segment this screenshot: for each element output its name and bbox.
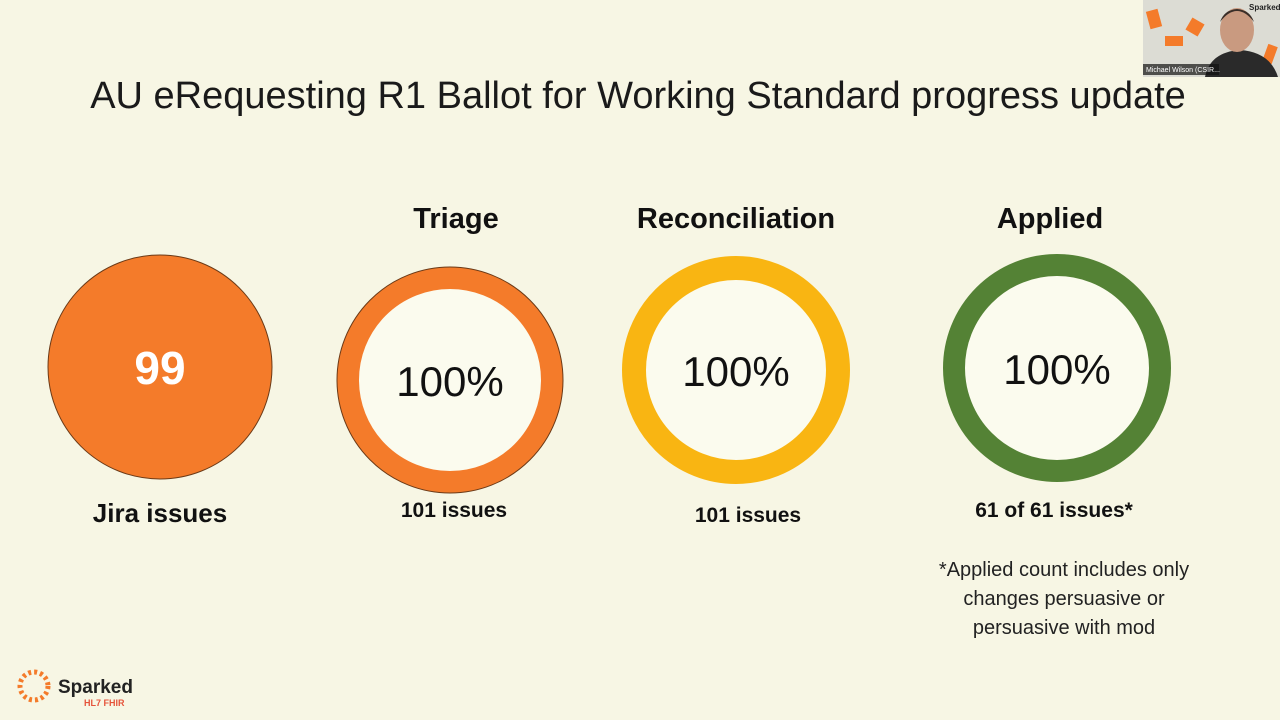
footnote: changes persuasive or — [963, 588, 1165, 610]
slide-title: AU eRequesting R1 Ballot for Working Sta… — [90, 75, 1186, 117]
ring-outline — [336, 266, 564, 494]
participant-name: Michael Wilson (CSIR... — [1146, 67, 1220, 74]
video-badge: Sparked — [1249, 3, 1280, 12]
percent: 100% — [682, 348, 789, 395]
progress-ring — [943, 254, 1171, 482]
caption: 101 issues — [695, 504, 801, 527]
caption: 61 of 61 issues* — [975, 499, 1133, 522]
video-tile: Michael Wilson (CSIR... Sparked — [1143, 0, 1280, 77]
panel-heading: Applied — [997, 203, 1103, 235]
logo-name: Sparked — [58, 677, 133, 698]
progress-ring — [337, 267, 563, 493]
percent: 100% — [1003, 346, 1110, 393]
caption: 101 issues — [401, 499, 507, 522]
count-circle — [47, 254, 273, 480]
progress-ring — [622, 256, 850, 484]
footnote: persuasive with mod — [973, 617, 1155, 639]
count-value: 99 — [134, 342, 185, 394]
logo-sub: HL7 FHIR — [84, 698, 125, 708]
percent: 100% — [396, 358, 503, 405]
caption: Jira issues — [93, 498, 227, 528]
panel-heading: Triage — [413, 203, 498, 235]
footnote: *Applied count includes only — [939, 559, 1189, 581]
panel-heading: Reconciliation — [637, 203, 835, 235]
logo: Sparked HL7 FHIR — [17, 669, 133, 708]
